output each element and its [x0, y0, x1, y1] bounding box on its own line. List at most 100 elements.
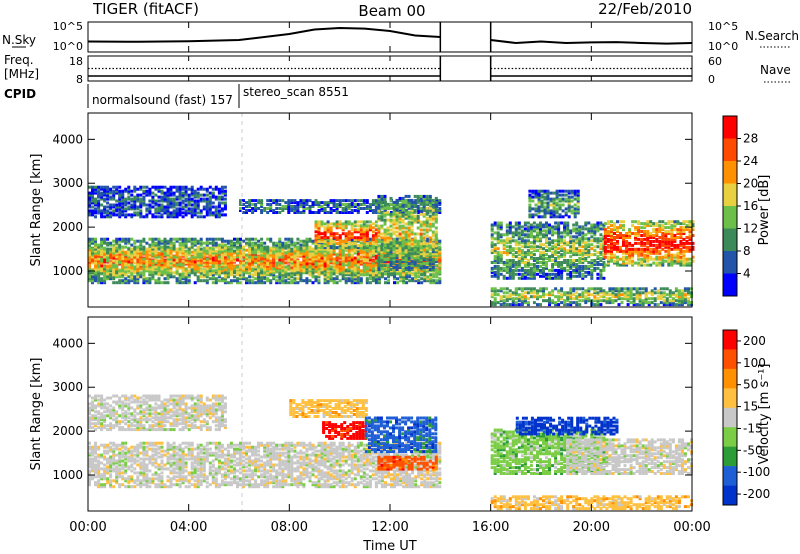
time-tick-label-6: 00:00: [673, 520, 710, 535]
cpid-label: CPID: [4, 87, 36, 101]
time-axis: 00:00 04:00 08:00 12:00 16:00 20:00 00:00: [69, 22, 711, 535]
power-colorbar: 28 24 20 16 12 8 4: [722, 115, 758, 297]
velocity-colorbar-label: Velocity [m s⁻¹]: [757, 364, 772, 465]
backscatter-band-6: [490, 287, 693, 307]
power-colorbar-step-2: [723, 161, 737, 184]
cpid-segments: normalsound (fast) 157 stereo_scan 8551: [87, 84, 349, 108]
backscatter-band-9: [490, 495, 693, 511]
time-tick-label-0: 00:00: [69, 520, 106, 535]
power-heatmap: [88, 185, 695, 307]
radar-title: TIGER (fitACF): [92, 0, 199, 18]
backscatter-band-1: [322, 421, 368, 440]
time-tick-label-2: 08:00: [271, 520, 308, 535]
freq-label-2: [MHz]: [4, 67, 39, 81]
backscatter-band-2: [364, 416, 438, 454]
nave-label: Nave: [760, 63, 791, 77]
power-y-tick-label-1: 3000: [52, 176, 83, 190]
velocity-colorbar-label-4: -15: [743, 421, 763, 435]
beam-label: Beam 00: [358, 2, 425, 20]
velocity-colorbar-label-5: -50: [743, 443, 763, 457]
power-panel: 4000 3000 2000 1000 Slant Range [km] 28 24 20…: [29, 112, 772, 308]
power-colorbar-step-6: [723, 251, 737, 274]
backscatter-band-6: [490, 428, 606, 475]
backscatter-band-7: [490, 221, 606, 280]
noise-right-label: N.Search: [745, 29, 799, 43]
velocity-panel: 4000 3000 2000 1000 Slant Range [km] 200 100…: [29, 316, 772, 512]
nave-tick-0: 60: [708, 55, 722, 68]
noise-right-tick-1: 10^0: [708, 40, 738, 53]
freq-tick-0: 18: [69, 55, 83, 68]
velocity-colorbar-label-7: -200: [743, 487, 770, 501]
power-y-tick-label-3: 1000: [52, 264, 83, 278]
backscatter-band-4: [289, 399, 368, 418]
velocity-colorbar-step-3: [723, 388, 737, 409]
power-colorbar-label-4: 12: [743, 222, 758, 236]
velocity-y-axis-label: Slant Range [km]: [29, 358, 44, 471]
power-colorbar-step-3: [723, 183, 737, 207]
backscatter-band-2: [88, 185, 227, 219]
time-tick-label-3: 12:00: [371, 520, 408, 535]
time-tick-label-1: 04:00: [170, 520, 207, 535]
freq-label-1: Freq.: [4, 53, 34, 67]
cpid-segment-1: stereo_scan 8551: [243, 85, 349, 99]
velocity-colorbar-label-6: -100: [743, 465, 770, 479]
power-colorbar-step-0: [723, 116, 737, 139]
power-colorbar-label: Power [dB]: [757, 175, 772, 246]
power-y-tick-label-0: 4000: [52, 132, 83, 146]
noise-series-1: [490, 39, 693, 45]
backscatter-band-8: [566, 438, 693, 475]
backscatter-band-3: [239, 199, 442, 214]
noise-right-tick-0: 10^5: [708, 20, 738, 33]
backscatter-band-9: [528, 189, 580, 219]
backscatter-band-3: [377, 455, 438, 471]
power-colorbar-step-1: [723, 138, 737, 162]
backscatter-band-8: [603, 220, 695, 267]
time-tick-label-4: 16:00: [472, 520, 509, 535]
nave-tick-1: 0: [708, 73, 715, 86]
backscatter-band-4: [314, 220, 378, 250]
velocity-colorbar-step-2: [723, 368, 737, 389]
velocity-colorbar-label-3: 15: [743, 400, 758, 414]
power-colorbar-label-5: 8: [743, 244, 751, 258]
power-colorbar-label-0: 28: [743, 132, 758, 146]
backscatter-band-5: [88, 394, 227, 432]
power-colorbar-label-2: 20: [743, 177, 758, 191]
velocity-y-tick-label-0: 4000: [52, 336, 83, 350]
backscatter-band-5: [377, 194, 438, 271]
velocity-colorbar-step-6: [723, 446, 737, 467]
velocity-colorbar-step-4: [723, 407, 737, 428]
noise-left-tick-0: 10^5: [53, 20, 83, 33]
backscatter-band-1: [88, 237, 442, 285]
power-colorbar-label-1: 24: [743, 154, 758, 168]
cpid-segment-0: normalsound (fast) 157: [92, 93, 233, 107]
velocity-y-axis: 4000 3000 2000 1000: [52, 336, 692, 482]
velocity-colorbar-label-0: 200: [743, 334, 766, 348]
velocity-colorbar-label-1: 100: [743, 356, 766, 370]
power-colorbar-step-4: [723, 206, 737, 229]
power-colorbar-step-5: [723, 228, 737, 252]
velocity-colorbar-step-5: [723, 427, 737, 447]
time-tick-label-5: 20:00: [573, 520, 610, 535]
noise-left-tick-1: 10^0: [53, 40, 83, 53]
velocity-colorbar-label-2: 50: [743, 378, 758, 392]
power-y-tick-label-2: 2000: [52, 220, 83, 234]
velocity-colorbar-step-8: [723, 485, 737, 506]
velocity-colorbar-step-0: [723, 330, 737, 350]
velocity-colorbar-step-1: [723, 349, 737, 370]
noise-left-label: N.Sky: [2, 33, 36, 47]
power-colorbar-step-7: [723, 273, 737, 297]
backscatter-band-7: [515, 416, 619, 436]
power-colorbar-label-3: 16: [743, 199, 758, 213]
velocity-colorbar: 200 100 50 15 -15 -50 -100 -200: [722, 329, 770, 506]
velocity-heatmap: [88, 394, 693, 511]
power-y-axis: 4000 3000 2000 1000: [52, 132, 692, 278]
velocity-colorbar-step-7: [723, 466, 737, 486]
power-colorbar-label-6: 4: [743, 267, 751, 281]
freq-tick-1: 8: [76, 73, 83, 86]
velocity-y-tick-label-2: 2000: [52, 424, 83, 438]
velocity-y-tick-label-1: 3000: [52, 380, 83, 394]
power-y-axis-label: Slant Range [km]: [29, 154, 44, 267]
date-label: 22/Feb/2010: [598, 0, 692, 18]
noise-series-0: [87, 26, 441, 43]
